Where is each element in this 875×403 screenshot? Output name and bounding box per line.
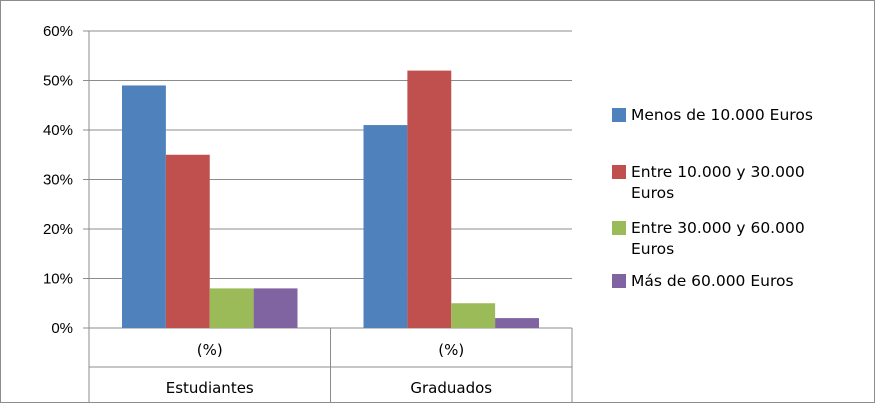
category-group-label: Estudiantes xyxy=(166,379,254,397)
y-tick-label: 60% xyxy=(43,23,73,40)
legend-label: Entre 30.000 y 60.000 xyxy=(631,219,805,237)
legend-label: Euros xyxy=(631,184,674,202)
legend-swatch xyxy=(612,165,626,179)
legend: Menos de 10.000 Euros Entre 10.000 y 30.0… xyxy=(612,106,813,290)
bar xyxy=(451,303,496,328)
category-group-label: Graduados xyxy=(410,379,492,397)
legend-label: Entre 10.000 y 30.000 xyxy=(631,163,805,181)
y-tick-label: 50% xyxy=(43,73,73,90)
bar xyxy=(407,70,452,328)
legend-label: Euros xyxy=(631,240,674,258)
y-tick-label: 40% xyxy=(43,122,73,139)
legend-label: Más de 60.000 Euros xyxy=(631,272,794,290)
y-tick-label: 10% xyxy=(43,271,73,288)
legend-swatch xyxy=(612,221,626,235)
bar xyxy=(209,288,254,328)
category-label: (%) xyxy=(197,341,223,359)
bar xyxy=(165,154,210,328)
bar xyxy=(122,85,166,328)
axis-labels: 0% 10% 20% 30% 40% 50% 60% (%) Estudiantes (%) Gra… xyxy=(43,23,492,397)
y-tick-label: 30% xyxy=(43,172,73,189)
bar xyxy=(495,318,539,328)
y-tick-label: 0% xyxy=(51,320,73,337)
bar xyxy=(253,288,298,328)
y-tick-label: 20% xyxy=(43,221,73,238)
category-label: (%) xyxy=(438,341,464,359)
legend-swatch xyxy=(612,274,626,288)
bars xyxy=(122,70,539,328)
bar xyxy=(363,125,408,328)
legend-swatch xyxy=(612,108,626,122)
legend-label: Menos de 10.000 Euros xyxy=(631,106,813,124)
axes xyxy=(83,30,573,403)
